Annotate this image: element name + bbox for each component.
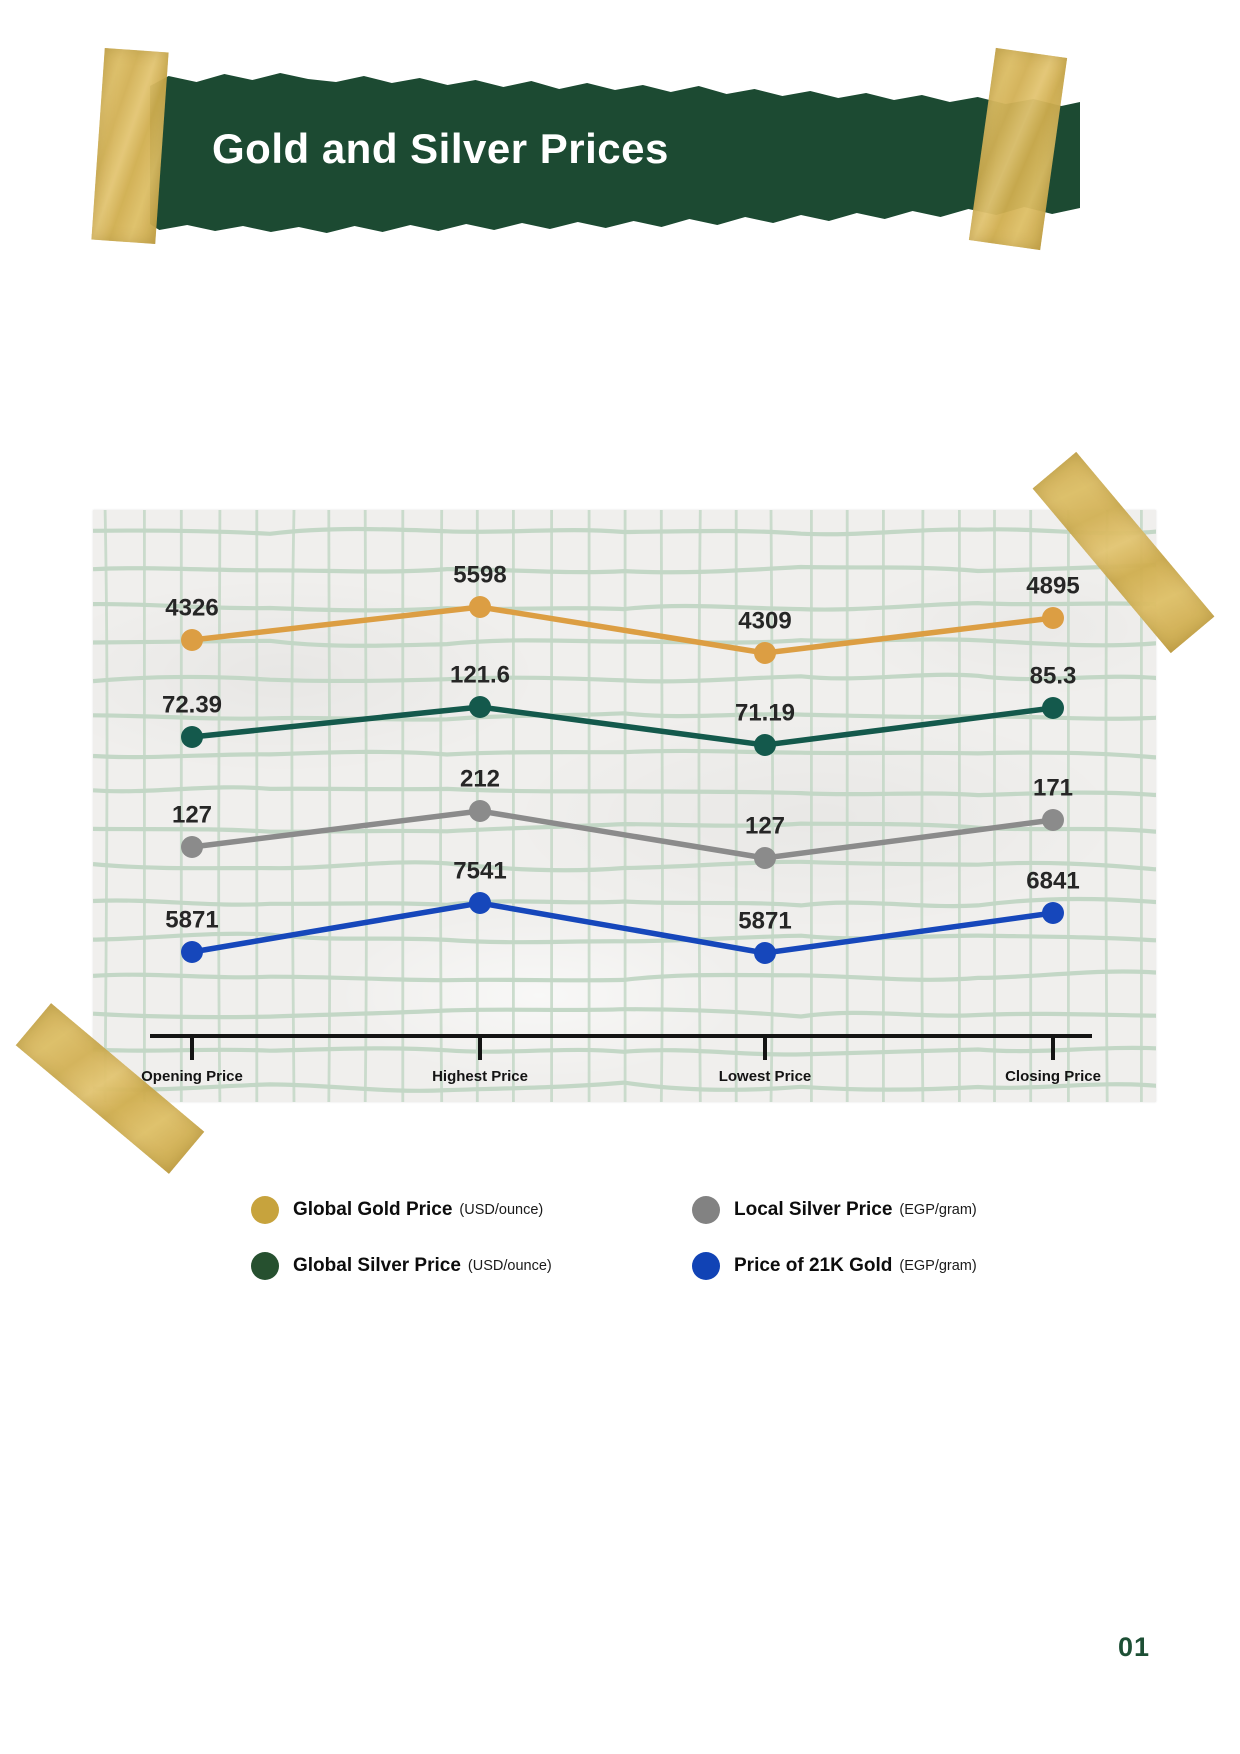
- legend-unit: (USD/ounce): [467, 1258, 552, 1274]
- legend-item-local-silver: Local Silver Price (EGP/gram): [692, 1196, 977, 1224]
- x-axis: Opening Price Highest Price Lowest Price Cl…: [141, 1034, 1101, 1085]
- data-point-global-silver-price: [754, 734, 776, 756]
- page-title: Gold and Silver Prices: [212, 125, 669, 172]
- price-line-chart: Opening Price Highest Price Lowest Price Cl…: [93, 510, 1156, 1102]
- data-point-global-gold-price: [754, 642, 776, 664]
- x-axis-label: Closing Price: [1005, 1068, 1101, 1085]
- data-label-price-of-21k-gold: 7541: [453, 857, 506, 884]
- tape-top-left: [91, 48, 169, 244]
- data-point-global-gold-price: [469, 596, 491, 618]
- data-point-global-gold-price: [1042, 607, 1064, 629]
- data-label-global-silver-price: 72.39: [162, 691, 222, 718]
- series-global-silver-price: 72.39 121.6 71.19 85.3: [162, 661, 1076, 756]
- chart-paper: Opening Price Highest Price Lowest Price Cl…: [93, 510, 1156, 1102]
- data-point-local-silver-price: [1042, 809, 1064, 831]
- legend-label: Price of 21K Gold: [734, 1255, 893, 1276]
- data-label-global-gold-price: 4309: [738, 607, 791, 634]
- data-label-global-gold-price: 4895: [1026, 572, 1079, 599]
- legend-item-global-silver: Global Silver Price (USD/ounce): [251, 1252, 552, 1280]
- data-point-local-silver-price: [469, 800, 491, 822]
- grid-lines: [93, 510, 1156, 1102]
- data-label-local-silver-price: 212: [460, 765, 500, 792]
- x-axis-label: Lowest Price: [719, 1068, 812, 1085]
- data-label-local-silver-price: 127: [745, 812, 785, 839]
- data-point-global-silver-price: [469, 696, 491, 718]
- legend-unit: (EGP/gram): [899, 1258, 977, 1274]
- data-label-global-silver-price: 85.3: [1030, 662, 1077, 689]
- legend-dot-21k-gold: [692, 1252, 720, 1280]
- data-point-price-of-21k-gold: [181, 941, 203, 963]
- data-point-price-of-21k-gold: [754, 942, 776, 964]
- legend-label: Global Gold Price: [293, 1199, 453, 1220]
- legend-dot-global-gold: [251, 1196, 279, 1224]
- legend-unit: (EGP/gram): [899, 1202, 977, 1218]
- series-line-price-of-21k-gold: [189, 900, 1056, 956]
- data-label-global-silver-price: 121.6: [450, 661, 510, 688]
- data-label-global-silver-price: 71.19: [735, 699, 795, 726]
- data-label-local-silver-price: 127: [172, 801, 212, 828]
- data-point-global-silver-price: [181, 726, 203, 748]
- page-number: 01: [1118, 1632, 1151, 1662]
- data-label-global-gold-price: 5598: [453, 561, 506, 588]
- legend-item-global-gold: Global Gold Price (USD/ounce): [251, 1196, 543, 1224]
- data-point-price-of-21k-gold: [1042, 902, 1064, 924]
- data-label-price-of-21k-gold: 6841: [1026, 867, 1079, 894]
- series-line-global-gold-price: [189, 604, 1056, 656]
- legend-item-21k-gold: Price of 21K Gold (EGP/gram): [692, 1252, 977, 1280]
- data-label-price-of-21k-gold: 5871: [165, 906, 218, 933]
- data-label-global-gold-price: 4326: [165, 594, 218, 621]
- data-point-global-silver-price: [1042, 697, 1064, 719]
- data-point-local-silver-price: [181, 836, 203, 858]
- data-point-price-of-21k-gold: [469, 892, 491, 914]
- series-line-local-silver-price: [189, 808, 1056, 861]
- legend-label: Global Silver Price: [293, 1255, 461, 1276]
- x-axis-label: Opening Price: [141, 1068, 243, 1085]
- legend-label: Local Silver Price: [734, 1199, 893, 1220]
- series-global-gold-price: 4326 5598 4309 4895: [165, 561, 1080, 664]
- series-price-of-21k-gold: 5871 7541 5871 6841: [165, 857, 1080, 964]
- series-local-silver-price: 127 212 127 171: [172, 765, 1073, 869]
- title-banner: Gold and Silver Prices: [150, 73, 1080, 233]
- x-axis-label: Highest Price: [432, 1068, 528, 1085]
- legend-dot-global-silver: [251, 1252, 279, 1280]
- data-label-price-of-21k-gold: 5871: [738, 907, 791, 934]
- series-line-global-silver-price: [189, 704, 1056, 748]
- legend-unit: (USD/ounce): [459, 1202, 544, 1218]
- data-point-local-silver-price: [754, 847, 776, 869]
- legend-dot-local-silver: [692, 1196, 720, 1224]
- data-point-global-gold-price: [181, 629, 203, 651]
- tape-top-right: [968, 47, 1068, 251]
- data-label-local-silver-price: 171: [1033, 774, 1073, 801]
